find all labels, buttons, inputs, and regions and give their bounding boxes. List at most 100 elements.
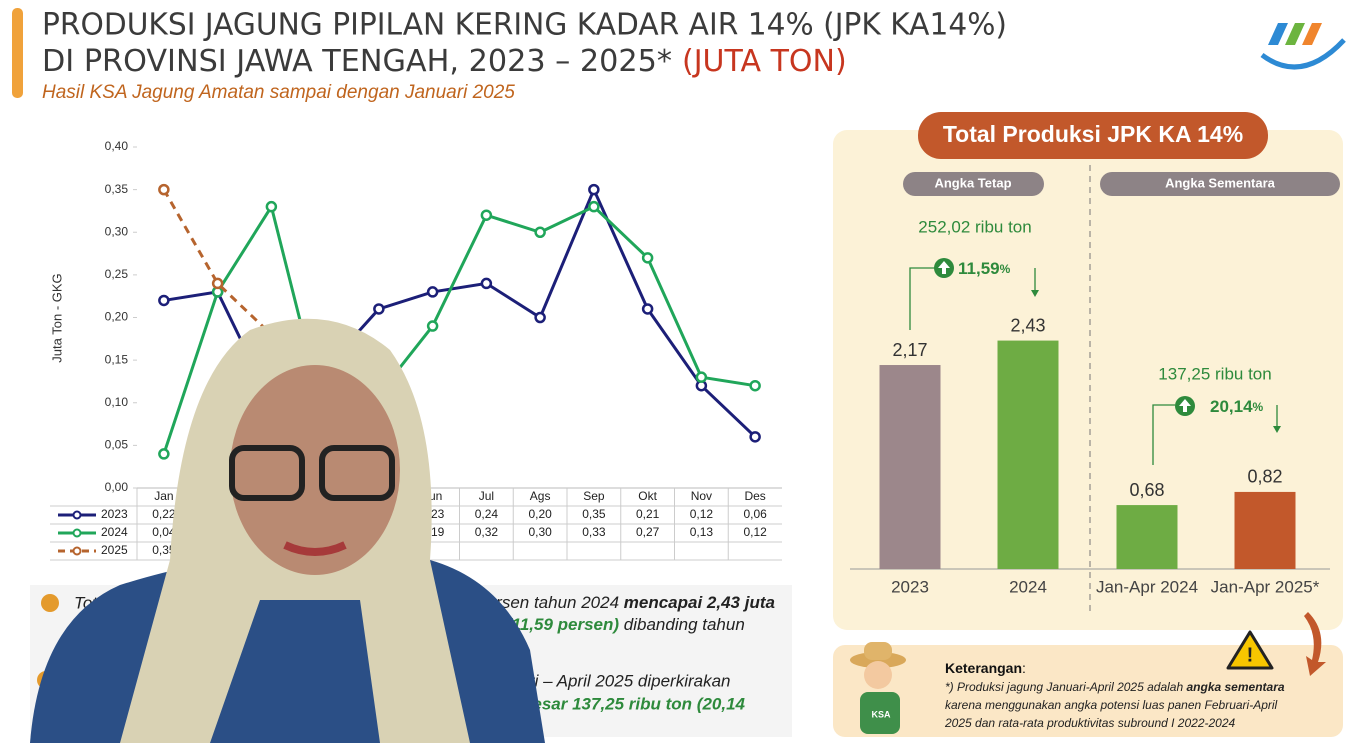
growth-icon-arrow xyxy=(938,261,950,274)
panel-title-bg xyxy=(918,112,1268,159)
point xyxy=(480,209,493,221)
note-label: Keterangan: xyxy=(945,660,1026,676)
value-label: 0,82 xyxy=(1247,467,1282,487)
note-label-text: Keterangan xyxy=(945,660,1022,676)
point xyxy=(373,303,385,315)
x-tick-label: 2024 xyxy=(1009,577,1047,596)
x-tick-label: Des xyxy=(744,489,765,503)
note-bold: mencapai 2,43 juta xyxy=(624,593,775,612)
legend-label: 2025 xyxy=(101,543,128,557)
table-value: 0,06 xyxy=(743,507,767,521)
legend-marker xyxy=(72,528,82,538)
point xyxy=(426,286,439,298)
y-tick-label: 0,00 xyxy=(105,480,129,494)
annotation: 137,25 ribu ton xyxy=(1158,364,1271,383)
x-tick-label: 2023 xyxy=(891,577,929,596)
title-unit: (JUTA TON) xyxy=(682,44,847,79)
panel xyxy=(833,130,1343,630)
point xyxy=(158,448,170,460)
group-label: Angka Sementara xyxy=(1165,175,1276,190)
legend-label: 2023 xyxy=(101,507,128,521)
growth: 11,59% xyxy=(958,259,1011,278)
x-tick-label: Jul xyxy=(479,489,494,503)
series-line xyxy=(162,188,273,336)
badge: KSA xyxy=(871,709,891,719)
legend-marker xyxy=(72,510,82,520)
bar xyxy=(1116,505,1178,569)
y-axis-label: Juta Ton - GKG xyxy=(49,273,64,362)
arrowhead xyxy=(1031,290,1039,297)
growth-connector xyxy=(909,267,1036,330)
x-tick-label: Nov xyxy=(691,489,712,503)
note-line: karena menggunakan angka potensi luas pa… xyxy=(945,698,1278,712)
legend-label: 2024 xyxy=(101,525,128,539)
table-value: 0,04 xyxy=(152,525,176,539)
point xyxy=(641,303,654,315)
point xyxy=(588,200,600,213)
y-tick-label: 0,25 xyxy=(105,267,129,281)
y-tick-label: 0,20 xyxy=(105,310,129,324)
note-bold: angka sementara xyxy=(1186,680,1284,694)
table-value: 0,27 xyxy=(636,525,660,539)
value-label: 2,43 xyxy=(1010,315,1045,335)
logo xyxy=(1260,23,1346,70)
title: DI PROVINSI JAWA TENGAH, 2023 – 2025* (JU… xyxy=(42,44,847,79)
bar xyxy=(879,365,941,569)
point xyxy=(749,431,761,443)
group-pill xyxy=(1100,172,1340,196)
note-line: 2025 dan rata-rata produktivitas subroun… xyxy=(944,716,1236,730)
table-value: 0,22 xyxy=(152,507,176,521)
table-value: 0,32 xyxy=(475,525,499,539)
value-label: 2,17 xyxy=(892,340,927,360)
growth: 20,14% xyxy=(1210,397,1264,416)
table-value: 0,12 xyxy=(743,525,767,539)
table-value: 0,35 xyxy=(152,543,176,557)
point xyxy=(158,294,170,307)
point xyxy=(211,277,224,290)
warning-icon xyxy=(1226,630,1274,670)
x-tick-label: Jan-Apr 2025* xyxy=(1211,577,1320,596)
growth-value: 20,14 xyxy=(1210,397,1253,416)
note-colon: : xyxy=(1022,660,1026,676)
x-tick-label: Ags xyxy=(530,489,551,503)
bar xyxy=(997,340,1059,569)
growth-unit: % xyxy=(1000,262,1011,276)
farmer-icon xyxy=(850,642,906,734)
group-pill xyxy=(903,172,1044,196)
y-tick-label: 0,30 xyxy=(105,224,129,238)
title-text: DI PROVINSI JAWA TENGAH, 2023 – 2025* xyxy=(42,44,672,79)
growth-connector xyxy=(1152,404,1278,465)
x-tick-label: Sep xyxy=(583,489,605,503)
legend-marker xyxy=(72,546,82,556)
note-text: *) Produksi jagung Januari-April 2025 ad… xyxy=(945,680,1186,694)
y-tick-label: 0,35 xyxy=(105,182,129,196)
annotation: 252,02 ribu ton xyxy=(918,217,1031,236)
speaker-video xyxy=(30,318,545,743)
point xyxy=(534,311,546,324)
note-line: *) Produksi jagung Januari-April 2025 ad… xyxy=(945,680,1285,694)
note-text: besar 137,25 ribu ton (20,14 xyxy=(522,694,746,713)
point xyxy=(695,371,708,383)
point xyxy=(265,200,278,213)
panel-title: Total Produksi JPK KA 14% xyxy=(943,121,1243,147)
table-value: 0,33 xyxy=(582,525,606,539)
growth-value: 11,59 xyxy=(958,259,1000,278)
subtitle: Hasil KSA Jagung Amatan sampai dengan Ja… xyxy=(42,82,515,103)
title: PRODUKSI JAGUNG PIPILAN KERING KADAR AIR… xyxy=(42,8,1007,43)
note-text: uari – April 2025 diperkirakan xyxy=(510,671,731,690)
point xyxy=(588,183,600,196)
table-value: 0,12 xyxy=(690,507,714,521)
table-value: 0,35 xyxy=(582,507,606,521)
point xyxy=(480,277,493,290)
accent-bar xyxy=(12,8,23,98)
arrowhead xyxy=(1273,426,1281,433)
point xyxy=(749,379,761,392)
table-value: 0,24 xyxy=(475,507,499,521)
series-line xyxy=(162,202,756,455)
y-tick-label: 0,15 xyxy=(105,352,129,366)
table-value: 0,30 xyxy=(528,525,552,539)
pointer-arrow xyxy=(1304,612,1326,676)
bar xyxy=(1234,491,1296,569)
table-value: 0,21 xyxy=(636,507,660,521)
